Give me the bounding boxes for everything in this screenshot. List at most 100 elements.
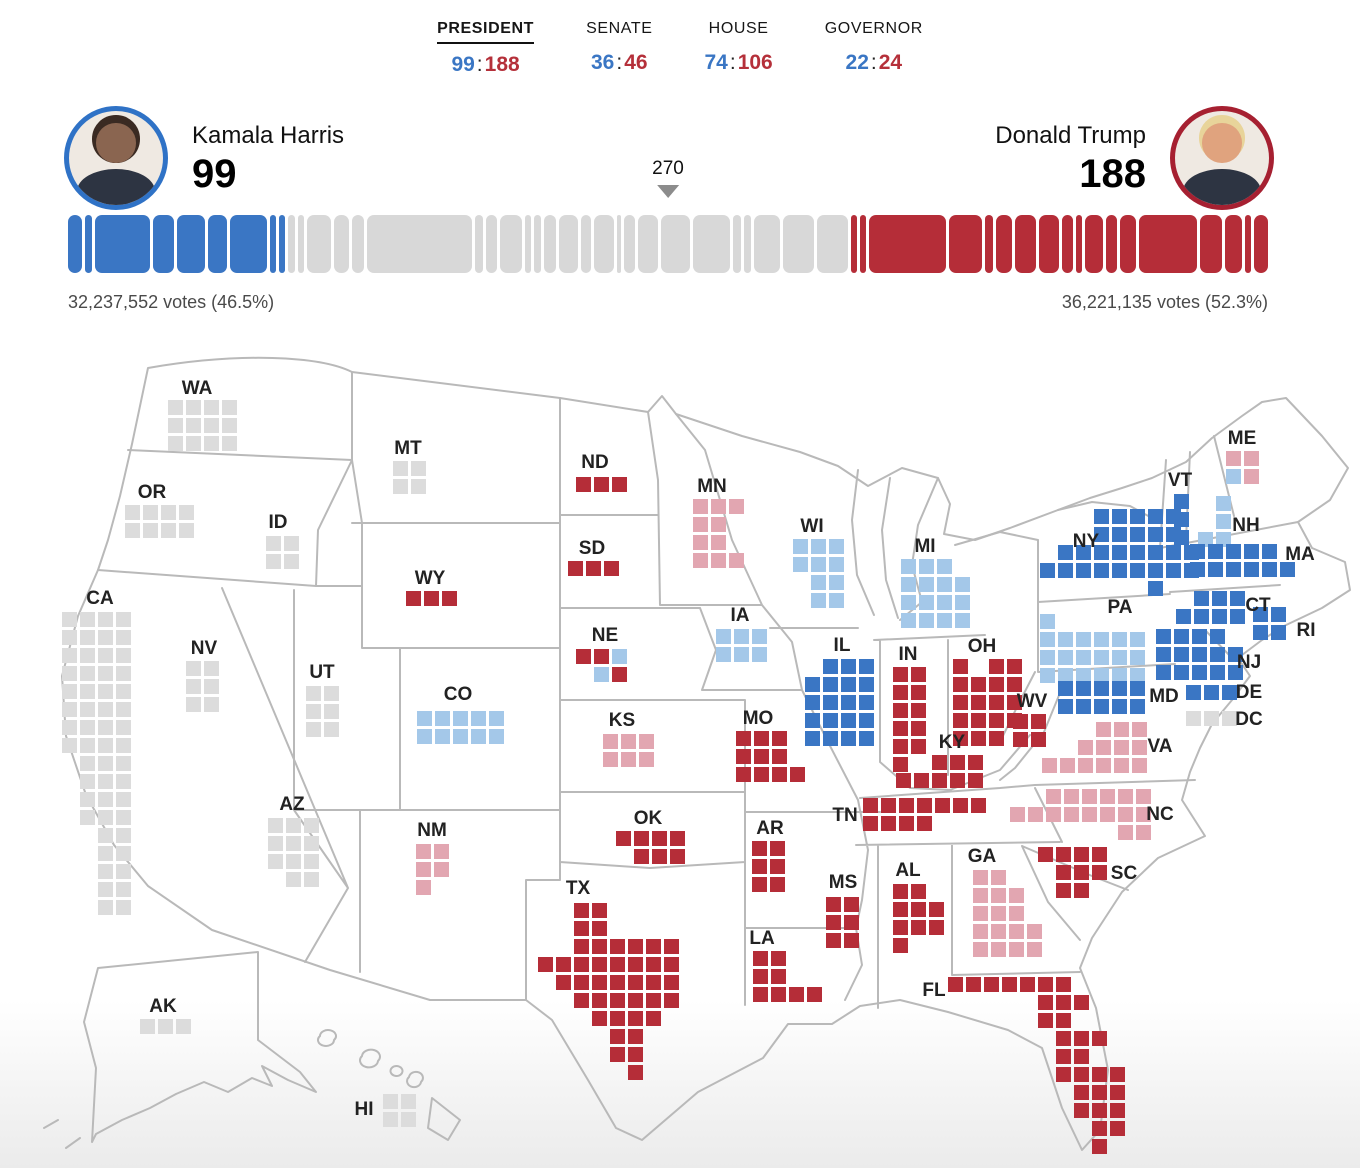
trump-bar-segment[interactable] xyxy=(1076,215,1083,273)
uncalled-bar-segment[interactable] xyxy=(544,215,556,273)
harris-bar-segment[interactable] xyxy=(269,215,276,273)
ev-square-tn xyxy=(899,816,914,831)
ev-square-mn xyxy=(693,535,708,550)
uncalled-bar-segment[interactable] xyxy=(616,215,621,273)
uncalled-bar-segment[interactable] xyxy=(743,215,752,273)
state-label-mo: MO xyxy=(742,708,774,729)
ev-square-il xyxy=(823,713,838,728)
uncalled-bar-segment[interactable] xyxy=(474,215,483,273)
uncalled-bar-segment[interactable] xyxy=(754,215,780,273)
ev-square-hi xyxy=(383,1094,398,1109)
tab-president[interactable]: PRESIDENT 99:188 xyxy=(437,20,535,77)
harris-bar-segment[interactable] xyxy=(207,215,227,273)
ev-square-fl xyxy=(1092,1067,1107,1082)
trump-bar-segment[interactable] xyxy=(1085,215,1103,273)
trump-bar-segment[interactable] xyxy=(985,215,994,273)
uncalled-bar-segment[interactable] xyxy=(594,215,614,273)
ev-square-de xyxy=(1222,685,1237,700)
uncalled-bar-segment[interactable] xyxy=(500,215,522,273)
harris-bar-segment[interactable] xyxy=(84,215,93,273)
uncalled-bar-segment[interactable] xyxy=(287,215,296,273)
uncalled-bar-segment[interactable] xyxy=(485,215,498,273)
ev-square-mi xyxy=(937,613,952,628)
trump-bar-segment[interactable] xyxy=(996,215,1012,273)
harris-bar-segment[interactable] xyxy=(278,215,285,273)
ev-square-ok xyxy=(652,831,667,846)
harris-bar-segment[interactable] xyxy=(95,215,150,273)
ev-square-al xyxy=(893,902,908,917)
state-label-nj: NJ xyxy=(1236,652,1262,673)
trump-bar-segment[interactable] xyxy=(859,215,866,273)
trump-bar-segment[interactable] xyxy=(1254,215,1268,273)
uncalled-bar-segment[interactable] xyxy=(638,215,658,273)
ev-square-il xyxy=(823,695,838,710)
ev-square-tx xyxy=(628,975,643,990)
ev-square-nc xyxy=(1082,807,1097,822)
uncalled-bar-segment[interactable] xyxy=(298,215,305,273)
uncalled-bar-segment[interactable] xyxy=(559,215,579,273)
uncalled-bar-segment[interactable] xyxy=(782,215,814,273)
uncalled-bar-segment[interactable] xyxy=(660,215,690,273)
ev-square-ma xyxy=(1262,562,1277,577)
trump-bar-segment[interactable] xyxy=(1120,215,1136,273)
uncalled-bar-segment[interactable] xyxy=(366,215,472,273)
trump-bar-segment[interactable] xyxy=(1224,215,1243,273)
ev-square-tx xyxy=(556,975,571,990)
tab-label: GOVERNOR xyxy=(824,20,923,37)
ev-square-ms xyxy=(826,897,841,912)
ev-square-va xyxy=(1132,740,1147,755)
dem-count: 36 xyxy=(591,51,615,74)
ev-square-ca xyxy=(116,612,131,627)
uncalled-bar-segment[interactable] xyxy=(307,215,331,273)
uncalled-bar-segment[interactable] xyxy=(732,215,741,273)
uncalled-bar-segment[interactable] xyxy=(333,215,350,273)
uncalled-bar-segment[interactable] xyxy=(581,215,592,273)
harris-bar-segment[interactable] xyxy=(152,215,175,273)
trump-bar-segment[interactable] xyxy=(868,215,947,273)
ev-square-nh xyxy=(1216,496,1231,511)
uncalled-bar-segment[interactable] xyxy=(524,215,531,273)
ev-square-fl xyxy=(1074,1085,1089,1100)
ev-square-va xyxy=(1096,758,1111,773)
ev-square-ga xyxy=(991,888,1006,903)
ev-square-ca xyxy=(116,702,131,717)
ev-square-sc xyxy=(1092,847,1107,862)
trump-bar-segment[interactable] xyxy=(1138,215,1198,273)
trump-bar-segment[interactable] xyxy=(1200,215,1222,273)
ev-square-mo xyxy=(736,731,751,746)
ev-square-nj xyxy=(1192,629,1207,644)
candidates-summary: Kamala Harris 99 Donald Trump 188 xyxy=(64,106,1274,210)
ev-square-il xyxy=(805,713,820,728)
harris-bar-segment[interactable] xyxy=(229,215,267,273)
trump-bar-segment[interactable] xyxy=(949,215,983,273)
ev-square-pa xyxy=(1130,632,1145,647)
uncalled-bar-segment[interactable] xyxy=(533,215,542,273)
state-label-mt: MT xyxy=(394,438,422,459)
harris-bar-segment[interactable] xyxy=(68,215,82,273)
ev-square-ca xyxy=(116,846,131,861)
ev-square-oh xyxy=(989,713,1004,728)
trump-bar-segment[interactable] xyxy=(1105,215,1118,273)
ev-square-oh xyxy=(971,713,986,728)
ocean-gradient xyxy=(0,1000,1360,1168)
ev-square-ca xyxy=(98,666,113,681)
uncalled-bar-segment[interactable] xyxy=(623,215,636,273)
trump-bar-segment[interactable] xyxy=(1245,215,1252,273)
harris-bar-segment[interactable] xyxy=(177,215,205,273)
trump-bar-segment[interactable] xyxy=(850,215,857,273)
trump-bar-segment[interactable] xyxy=(1061,215,1074,273)
tab-governor[interactable]: GOVERNOR 22:24 xyxy=(825,20,923,77)
ev-square-or xyxy=(179,505,194,520)
ev-square-il xyxy=(805,677,820,692)
tab-house[interactable]: HOUSE 74:106 xyxy=(705,20,773,77)
trump-bar-segment[interactable] xyxy=(1039,215,1059,273)
uncalled-bar-segment[interactable] xyxy=(352,215,364,273)
rep-count: 188 xyxy=(484,53,520,76)
ev-square-mo xyxy=(754,767,769,782)
uncalled-bar-segment[interactable] xyxy=(692,215,730,273)
uncalled-bar-segment[interactable] xyxy=(816,215,848,273)
ev-square-nm xyxy=(416,880,431,895)
ev-square-mi xyxy=(955,613,970,628)
trump-bar-segment[interactable] xyxy=(1014,215,1037,273)
tab-senate[interactable]: SENATE 36:46 xyxy=(586,20,652,77)
